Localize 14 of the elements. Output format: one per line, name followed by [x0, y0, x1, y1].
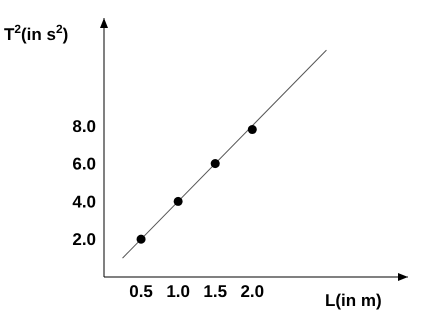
point: [248, 125, 257, 134]
x-tick-label: 2.0: [240, 282, 264, 302]
x-axis-title: L(in m): [325, 291, 382, 310]
y-tick-label: 6.0: [72, 154, 96, 174]
x-tick-label: 1.0: [166, 282, 190, 302]
point: [136, 234, 146, 244]
x-tick-label: 0.5: [129, 282, 153, 302]
y-tick-label: 8.0: [72, 116, 96, 136]
y-axis-title: T$^{2}$(in s$^{2}$): [4, 22, 68, 44]
point: [174, 196, 183, 206]
y-tick-label: 2.0: [72, 230, 96, 250]
point: [210, 159, 220, 168]
y-tick-label: 4.0: [72, 192, 96, 212]
x-tick-label: 1.5: [203, 282, 228, 302]
